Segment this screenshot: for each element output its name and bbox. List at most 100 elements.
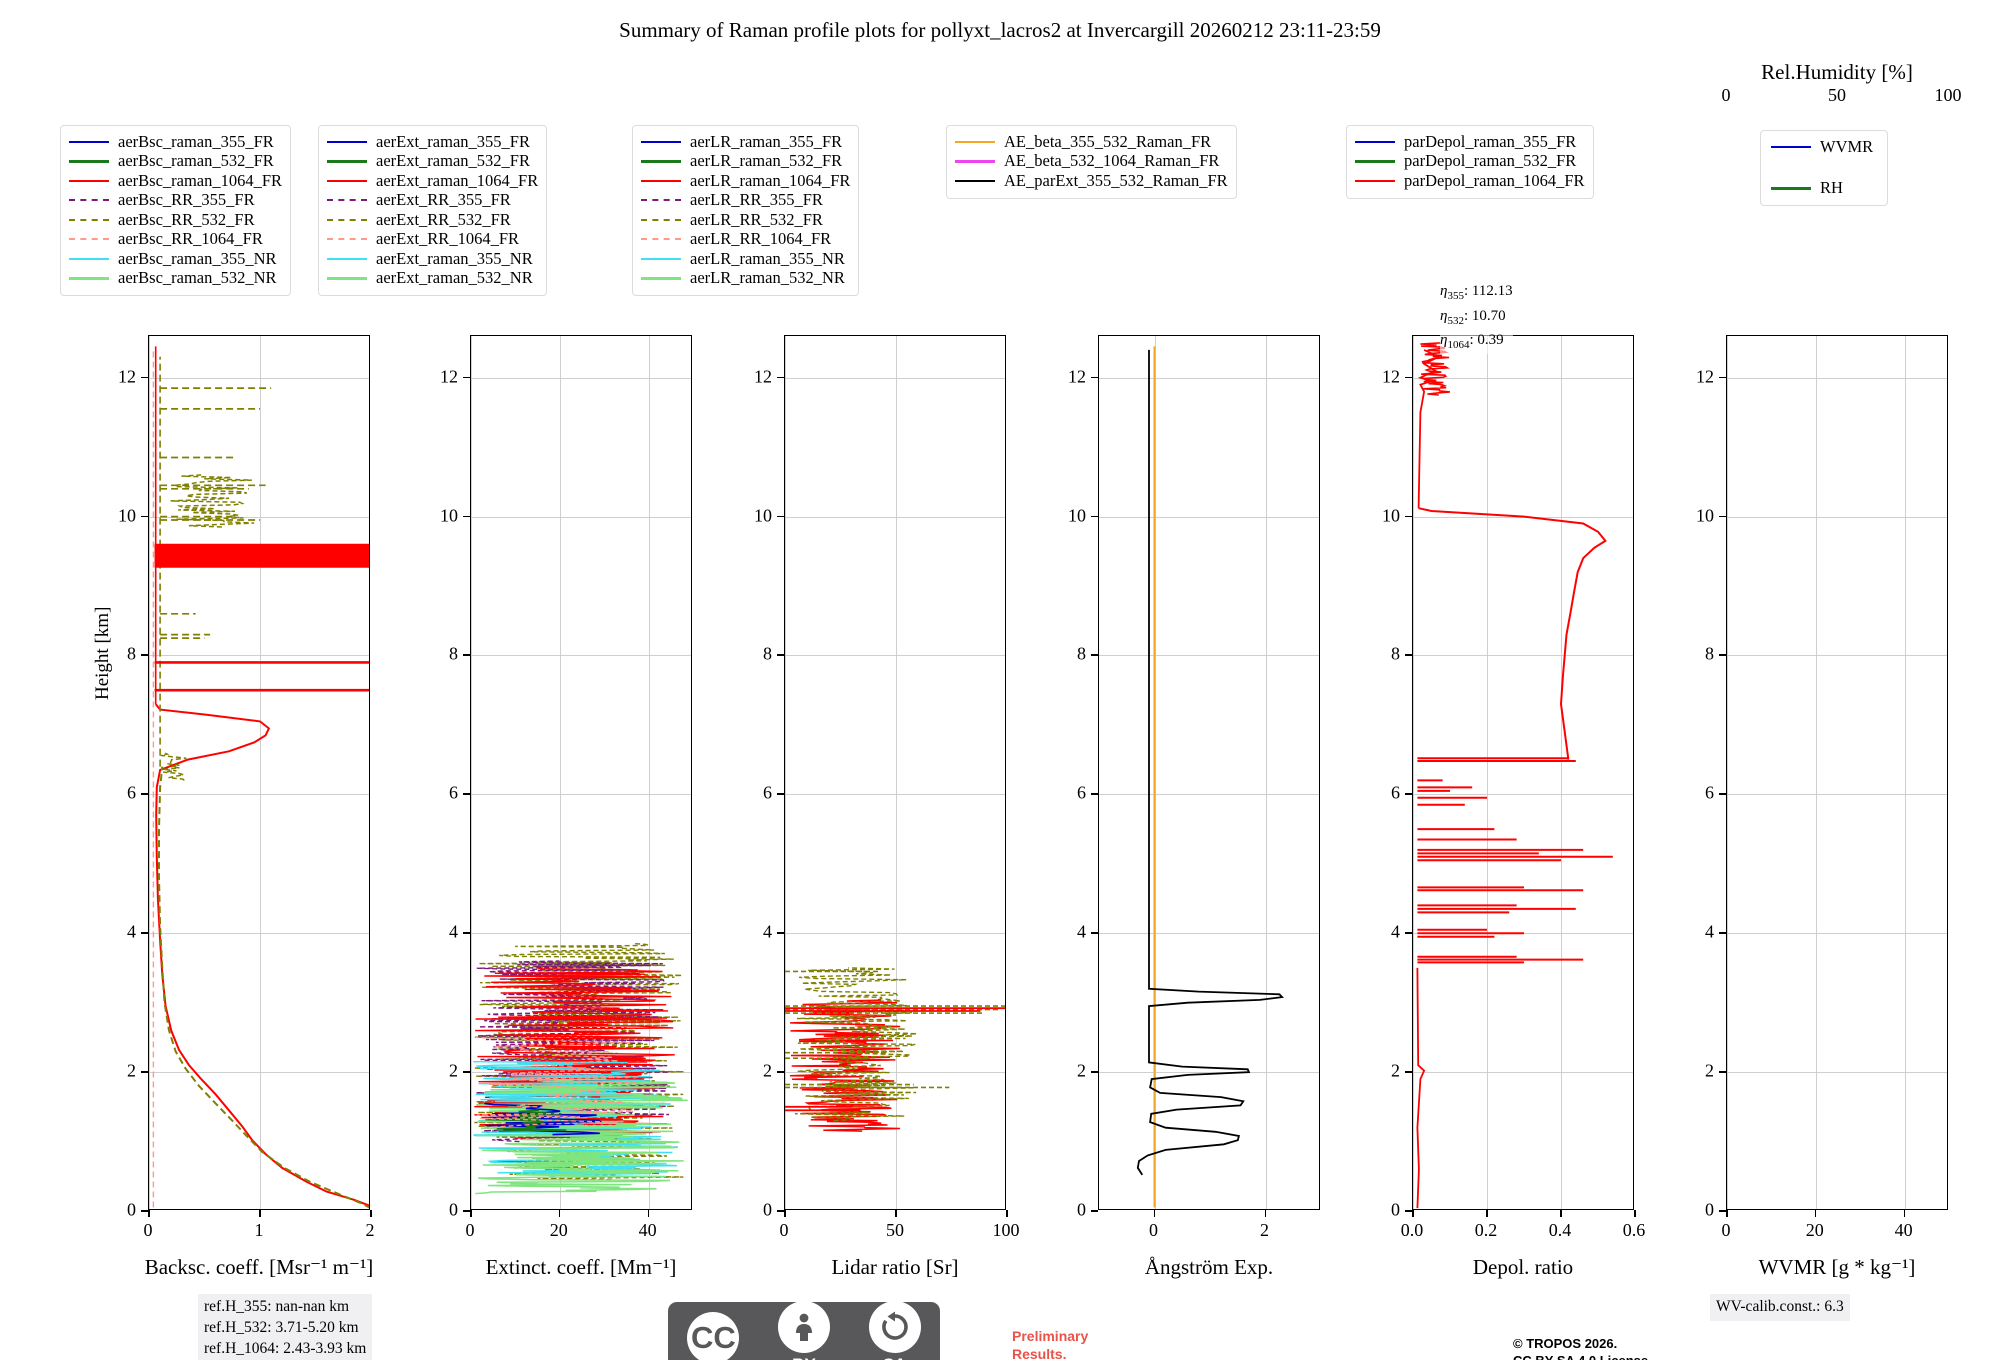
legend-item-aerlr-raman-355-nr[interactable]: aerLR_raman_355_NR <box>641 249 850 269</box>
legend-item-aerbsc-rr-355-fr[interactable]: aerBsc_RR_355_FR <box>69 191 282 211</box>
legend-item-label: aerBsc_raman_532_NR <box>118 268 277 287</box>
legend-item-aerlr-rr-1064-fr[interactable]: aerLR_RR_1064_FR <box>641 230 850 250</box>
y-tick-mark <box>1719 654 1726 656</box>
legend-item-ae-parext-355-532-raman-fr[interactable]: AE_parExt_355_532_Raman_FR <box>955 171 1228 191</box>
x-tick-label: 50 <box>886 1220 904 1240</box>
legend-item-ae-beta-355-532-raman-fr[interactable]: AE_beta_355_532_Raman_FR <box>955 132 1228 152</box>
y-tick-mark <box>463 793 470 795</box>
gridline-vertical <box>1265 336 1267 1209</box>
gridline-horizontal <box>471 377 691 379</box>
legend-item-aerlr-rr-532-fr[interactable]: aerLR_RR_532_FR <box>641 210 850 230</box>
legend-item-pardepol-raman-355-fr[interactable]: parDepol_raman_355_FR <box>1355 132 1585 152</box>
gridline-horizontal <box>1727 655 1947 657</box>
legend-item-aerext-raman-532-nr[interactable]: aerExt_raman_532_NR <box>327 269 538 289</box>
y-tick-label: 4 <box>1391 921 1400 942</box>
legend-item-aerext-raman-355-fr[interactable]: aerExt_raman_355_FR <box>327 132 538 152</box>
y-tick-label: 12 <box>440 366 458 387</box>
y-tick-label: 8 <box>1391 643 1400 664</box>
y-tick-label: 8 <box>449 643 458 664</box>
legend-item-aerext-raman-355-nr[interactable]: aerExt_raman_355_NR <box>327 249 538 269</box>
legend-item-aerbsc-raman-532-nr[interactable]: aerBsc_raman_532_NR <box>69 269 282 289</box>
x-tick-label: 20 <box>549 1220 568 1240</box>
legend-item-pardepol-raman-532-fr[interactable]: parDepol_raman_532_FR <box>1355 152 1585 172</box>
figure-title: Summary of Raman profile plots for polly… <box>619 18 1381 42</box>
eta-line: η532: 10.70 <box>1440 307 1506 327</box>
legend-wvmr: WVMR RH <box>1760 130 1889 206</box>
y-tick-label: 2 <box>1391 1060 1400 1081</box>
legend-item-aerbsc-raman-532-fr[interactable]: aerBsc_raman_532_FR <box>69 152 282 172</box>
x-tick-mark <box>784 1210 786 1217</box>
legend-item-aerext-raman-1064-fr[interactable]: aerExt_raman_1064_FR <box>327 171 538 191</box>
x-tick-label: 0.6 <box>1622 1220 1646 1240</box>
gridline-horizontal <box>1099 377 1319 379</box>
y-tick-label: 12 <box>1068 366 1086 387</box>
legend-item-aerlr-raman-355-fr[interactable]: aerLR_raman_355_FR <box>641 132 850 152</box>
legend-item-aerbsc-rr-1064-fr[interactable]: aerBsc_RR_1064_FR <box>69 230 282 250</box>
plot-area-extinction <box>470 335 692 1210</box>
legend-item-aerext-rr-355-fr[interactable]: aerExt_RR_355_FR <box>327 191 538 211</box>
y-tick-mark <box>463 932 470 934</box>
y-tick-mark <box>1091 1210 1098 1212</box>
legend-item-wvmr[interactable]: WVMR <box>1771 137 1873 157</box>
x-tick-mark <box>1412 1210 1414 1217</box>
legend-item-ae-beta-532-1064-raman-fr[interactable]: AE_beta_532_1064_Raman_FR <box>955 152 1228 172</box>
legend-item-aerbsc-raman-355-nr[interactable]: aerBsc_raman_355_NR <box>69 249 282 269</box>
eta-line: η355: 112.13 <box>1440 283 1513 302</box>
wv-calib-annotation: WV-calib.const.: 6.3 <box>1710 1294 1850 1321</box>
legend-item-aerlr-raman-532-nr[interactable]: aerLR_raman_532_NR <box>641 269 850 289</box>
gridline-horizontal <box>149 377 369 379</box>
y-tick-mark <box>1091 932 1098 934</box>
legend-item-aerlr-raman-1064-fr[interactable]: aerLR_raman_1064_FR <box>641 171 850 191</box>
legend-item-aerbsc-raman-355-fr[interactable]: aerBsc_raman_355_FR <box>69 132 282 152</box>
gridline-horizontal <box>1727 1072 1947 1074</box>
y-tick-label: 12 <box>118 366 136 387</box>
legend-item-aerlr-rr-355-fr[interactable]: aerLR_RR_355_FR <box>641 191 850 211</box>
y-tick-label: 4 <box>127 921 136 942</box>
legend-item-label: AE_beta_355_532_Raman_FR <box>1004 131 1212 151</box>
legend-item-label: aerBsc_raman_355_NR <box>118 248 277 268</box>
legend-item-label: aerBsc_raman_532_FR <box>118 151 274 170</box>
top-x-tick-label: 50 <box>1828 85 1846 105</box>
gridline-horizontal <box>1413 377 1633 379</box>
legend-item-label: aerLR_raman_532_NR <box>690 268 845 287</box>
x-tick-mark <box>1726 1210 1728 1217</box>
y-tick-mark <box>141 515 148 518</box>
plot-area-angstrom <box>1098 335 1320 1210</box>
gridline-horizontal <box>1099 1072 1319 1074</box>
data-curves-extinction <box>473 942 688 1195</box>
x-tick-label: 0.0 <box>1400 1220 1424 1240</box>
gridline-vertical <box>471 336 472 1209</box>
tropos-copyright: © TROPOS 2026. CC BY SA 4.0 License. <box>1513 1336 1652 1360</box>
y-tick-mark <box>141 654 148 656</box>
y-tick-mark <box>1405 376 1412 379</box>
y-tick-label: 10 <box>118 505 136 526</box>
legend-item-aerbsc-rr-532-fr[interactable]: aerBsc_RR_532_FR <box>69 210 282 230</box>
y-tick-label: 2 <box>1705 1060 1714 1081</box>
x-tick-mark <box>1903 1210 1906 1217</box>
legend-item-rh[interactable]: RH <box>1771 179 1873 199</box>
legend-item-aerext-rr-1064-fr[interactable]: aerExt_RR_1064_FR <box>327 230 538 250</box>
y-tick-mark <box>141 1210 148 1212</box>
y-tick-mark <box>1719 932 1726 934</box>
legend-backscatter: aerBsc_raman_355_FR aerBsc_raman_532_FR ae… <box>60 125 292 296</box>
x-tick-label: 0.4 <box>1548 1220 1572 1240</box>
legend-item-label: WVMR <box>1820 136 1874 156</box>
y-tick-mark <box>777 515 784 518</box>
y-tick-mark <box>777 932 784 934</box>
y-tick-mark <box>777 654 784 656</box>
gridline-horizontal <box>149 794 369 796</box>
legend-item-aerbsc-raman-1064-fr[interactable]: aerBsc_raman_1064_FR <box>69 171 282 191</box>
x-tick-label: 40 <box>638 1220 657 1240</box>
legend-item-pardepol-raman-1064-fr[interactable]: parDepol_raman_1064_FR <box>1355 171 1585 191</box>
legend-item-aerext-raman-532-fr[interactable]: aerExt_raman_532_FR <box>327 152 538 172</box>
legend-item-label: aerLR_raman_355_NR <box>690 248 845 268</box>
plot-area-depol-ratio <box>1412 335 1634 1210</box>
legend-item-aerlr-raman-532-fr[interactable]: aerLR_raman_532_FR <box>641 152 850 172</box>
x-tick-label: 0 <box>779 1220 789 1240</box>
legend-item-aerext-rr-532-fr[interactable]: aerExt_RR_532_FR <box>327 210 538 230</box>
y-tick-mark <box>1091 654 1098 656</box>
legend-item-label: aerBsc_raman_1064_FR <box>118 170 283 190</box>
y-tick-label: 10 <box>1382 505 1400 526</box>
x-tick-label: 2 <box>365 1220 375 1240</box>
gridline-horizontal <box>1413 655 1633 657</box>
